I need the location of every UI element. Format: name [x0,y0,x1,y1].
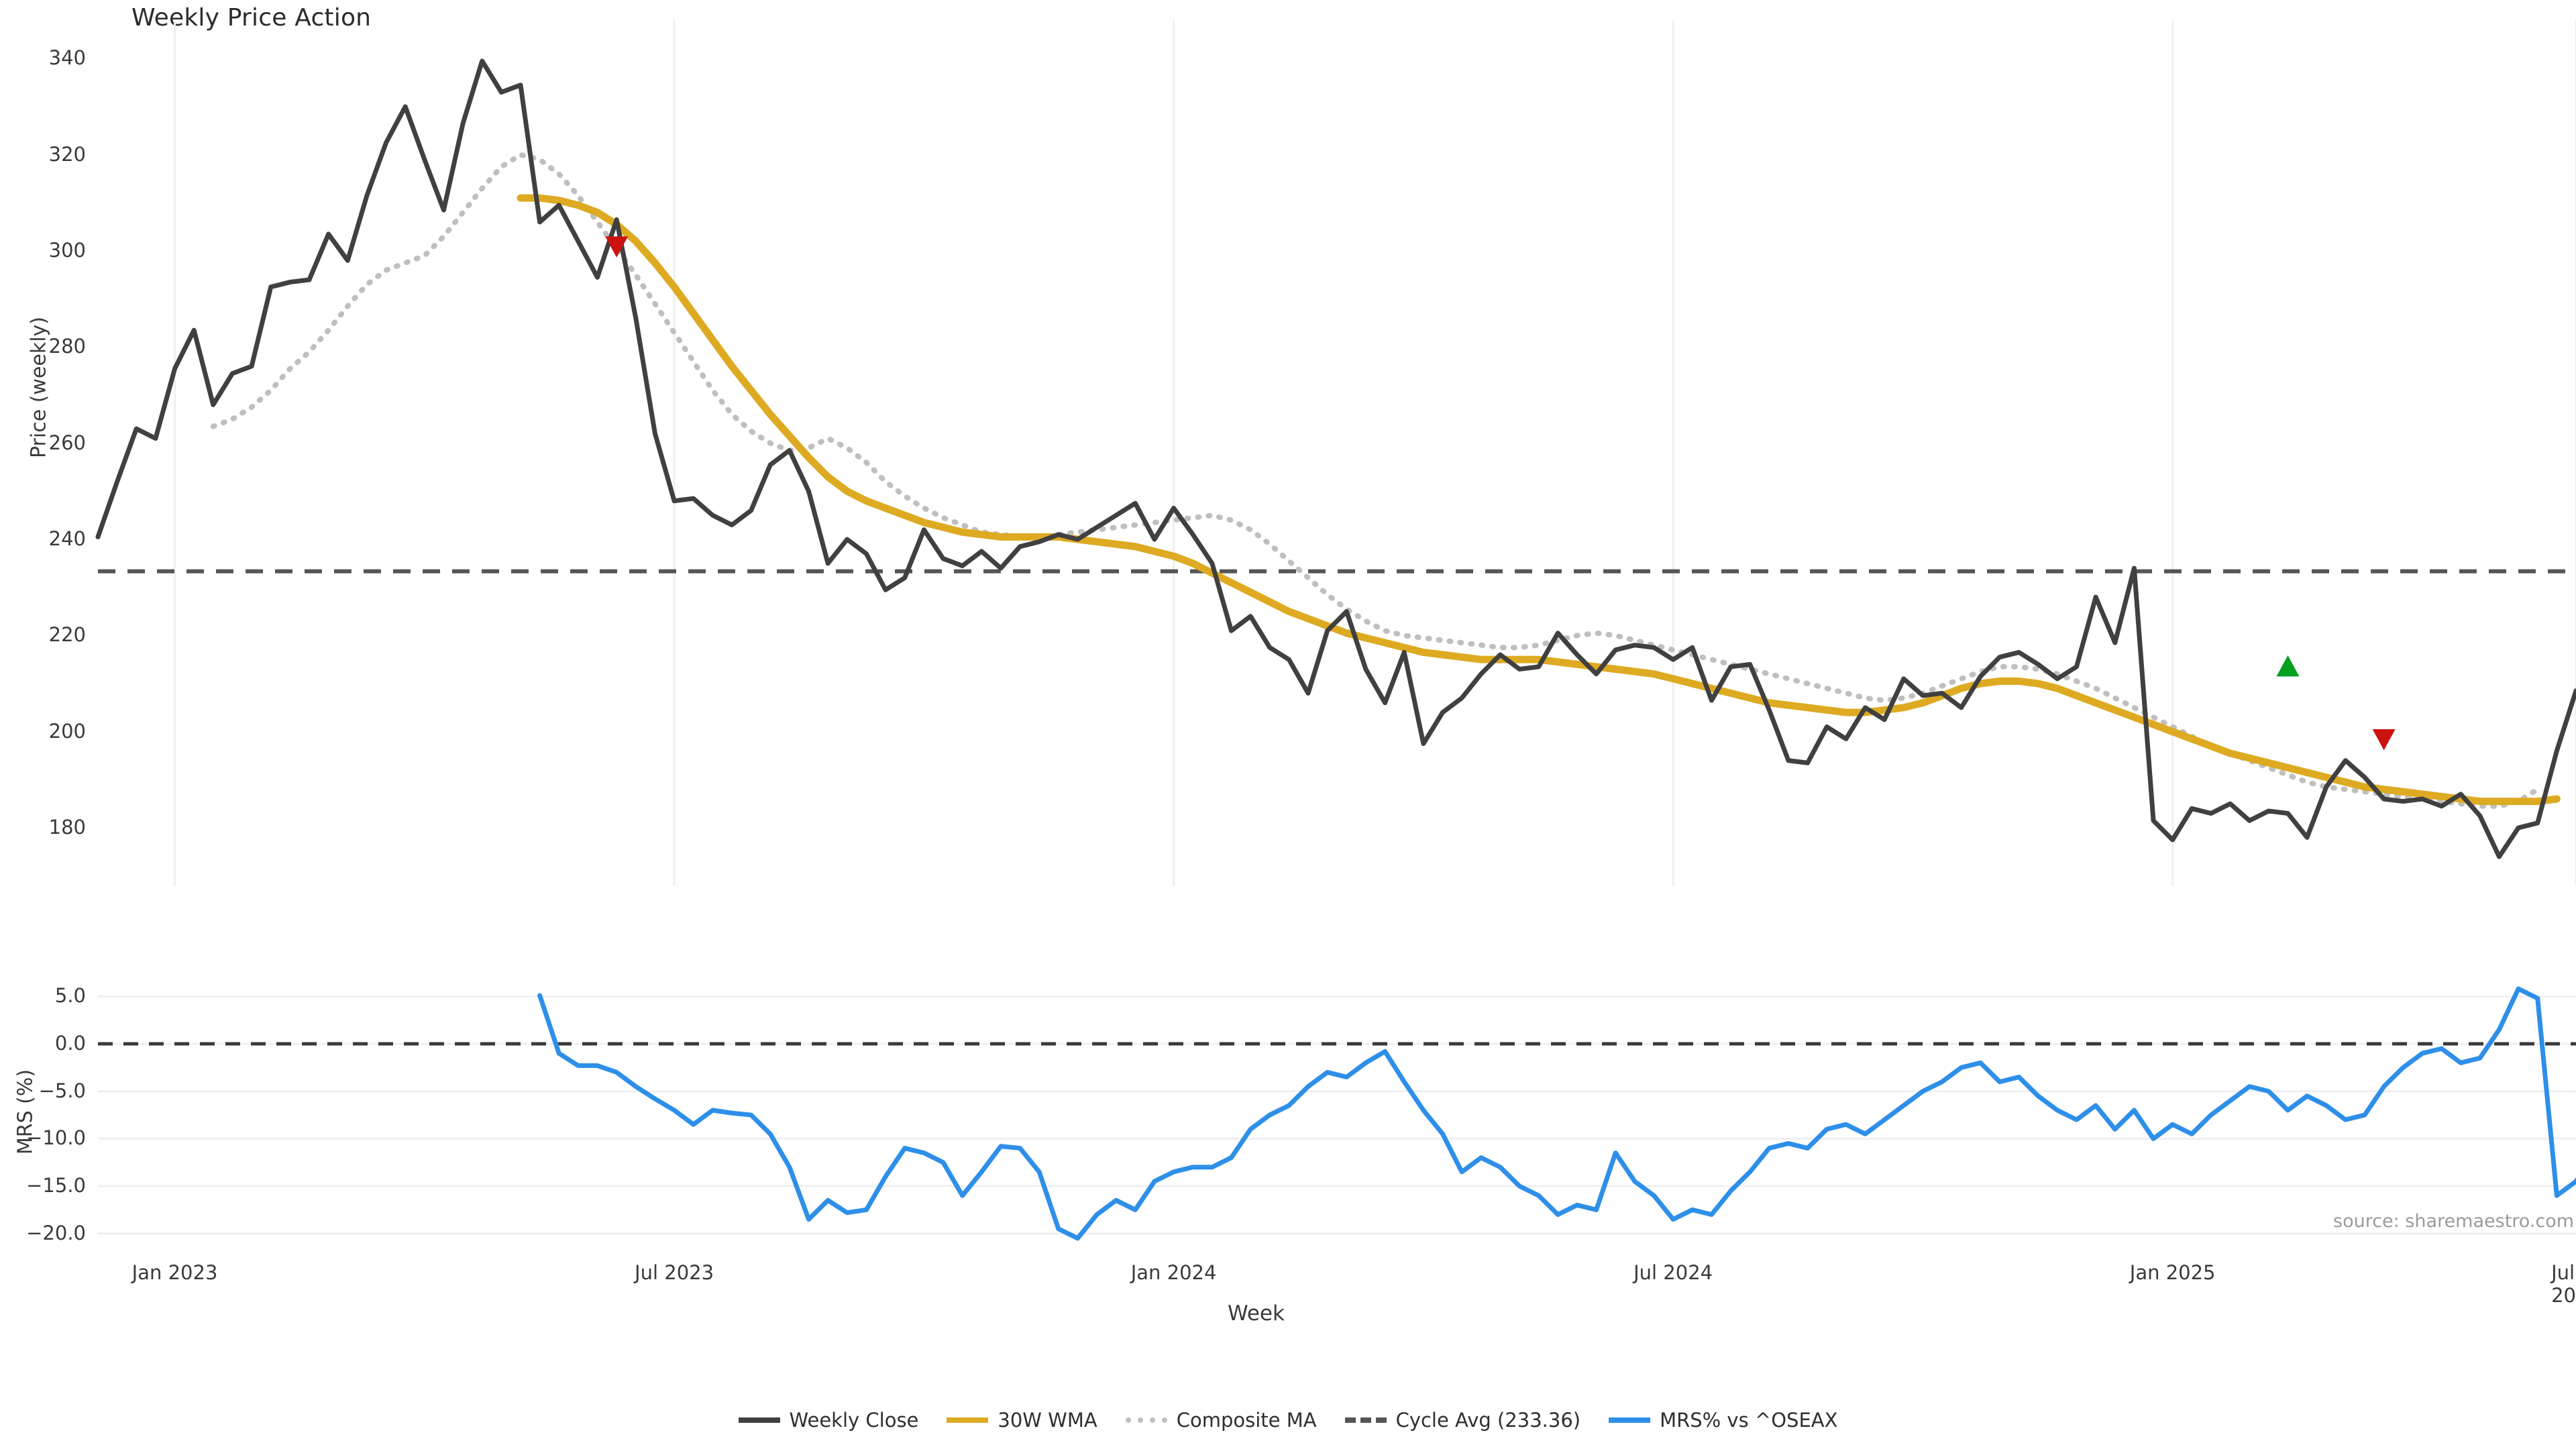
legend-item[interactable]: MRS% vs ^OSEAX [1609,1409,1837,1432]
x-tick-label: Jan 2025 [2129,1261,2216,1284]
buy-signal-marker[interactable] [2276,655,2300,677]
mrs-line [537,986,2576,1241]
legend-item[interactable]: 30W WMA [947,1409,1097,1432]
y-tick-label: −15.0 [26,1174,86,1197]
sell-signal-marker[interactable] [2372,729,2396,751]
x-axis-label: Week [1228,1301,1285,1326]
y-tick-label: 220 [48,623,86,647]
x-tick-label: Jul 2024 [1633,1261,1713,1284]
y-tick-label: 320 [48,142,86,166]
y-tick-label: 5.0 [54,984,86,1008]
legend-label: Cycle Avg (233.36) [1395,1409,1581,1432]
wma-line [517,194,2561,806]
y-tick-label: 260 [48,431,86,454]
legend-item[interactable]: Weekly Close [738,1409,919,1432]
mrs-axis-label: MRS (%) [13,1069,38,1155]
y-tick-label: −5.0 [38,1079,86,1102]
mrs-panel [98,973,2576,1248]
price-panel [95,20,2576,885]
x-tick-label: Jul 2023 [635,1261,714,1284]
page-title: Weekly Price Action [131,4,372,32]
y-tick-label: 180 [48,816,86,839]
composite-ma-line [210,152,2540,809]
y-tick-label: 0.0 [54,1032,86,1055]
y-tick-label: 340 [48,46,86,70]
x-tick-label: Jul 2025 [2551,1261,2576,1307]
sell-signal-marker[interactable] [605,236,629,258]
weekly-close-line [95,58,2576,859]
x-tick-label: Jan 2023 [131,1261,218,1284]
y-tick-label: 280 [48,335,86,358]
chart-legend: Weekly Close 30W WMA Composite MA Cycle Avg… [0,1409,2576,1432]
y-tick-label: 300 [48,239,86,262]
legend-item[interactable]: Cycle Avg (233.36) [1344,1409,1581,1432]
legend-label: Composite MA [1176,1409,1317,1432]
legend-label: 30W WMA [998,1409,1097,1432]
legend-label: Weekly Close [789,1409,919,1432]
legend-item[interactable]: Composite MA [1125,1409,1317,1432]
y-tick-label: 200 [48,719,86,743]
y-tick-label: −20.0 [26,1221,86,1244]
y-tick-label: 240 [48,527,86,550]
x-tick-label: Jan 2024 [1130,1261,1217,1284]
y-tick-label: −10.0 [26,1126,86,1150]
legend-label: MRS% vs ^OSEAX [1660,1409,1838,1432]
source-watermark: source: sharemaestro.com [2333,1211,2575,1232]
